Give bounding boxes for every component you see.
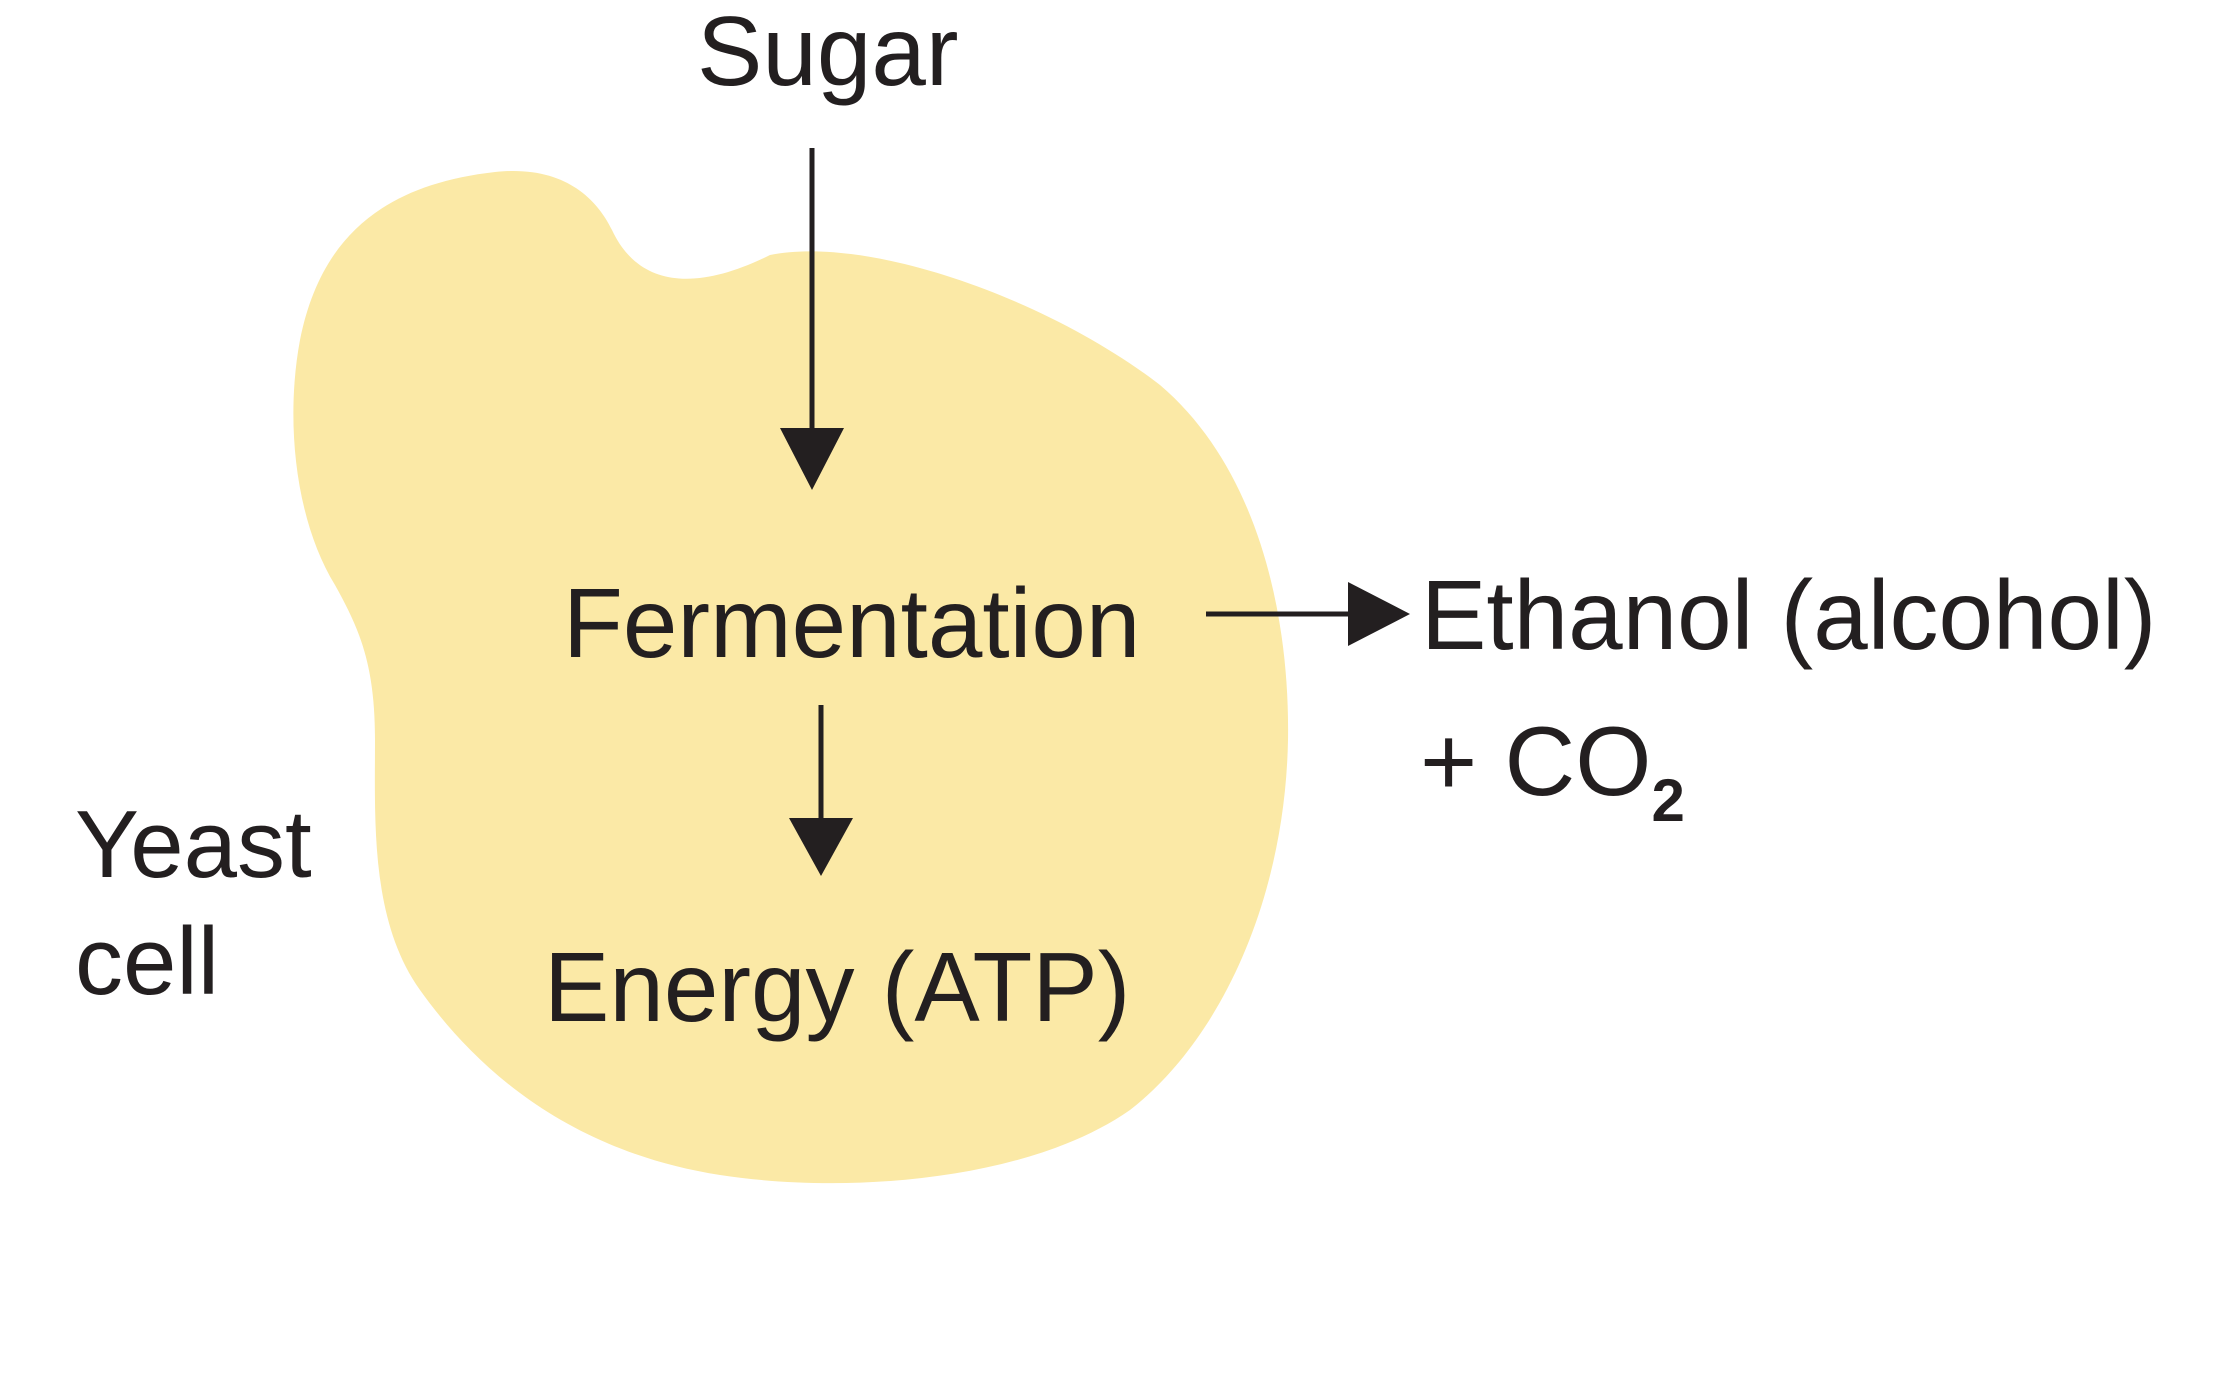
arrowhead-down-2 [789, 818, 853, 876]
arrowhead-right [1348, 582, 1410, 646]
yeast-cell-label-line1: Yeast [75, 791, 312, 898]
ethanol-label: Ethanol (alcohol) [1421, 560, 2157, 670]
yeast-cell-label: Yeast cell [75, 786, 312, 1020]
co2-label: + CO2 [1420, 712, 1685, 831]
co2-subscript: 2 [1651, 767, 1685, 834]
sugar-label: Sugar [697, 0, 959, 106]
yeast-cell-label-line2: cell [75, 908, 220, 1016]
fermentation-label: Fermentation [563, 568, 1141, 678]
yeast-cell-shape [293, 170, 1289, 1184]
arrowhead-down-1 [780, 428, 844, 490]
co2-text: + CO [1420, 706, 1652, 816]
energy-atp-label: Energy (ATP) [544, 932, 1131, 1042]
